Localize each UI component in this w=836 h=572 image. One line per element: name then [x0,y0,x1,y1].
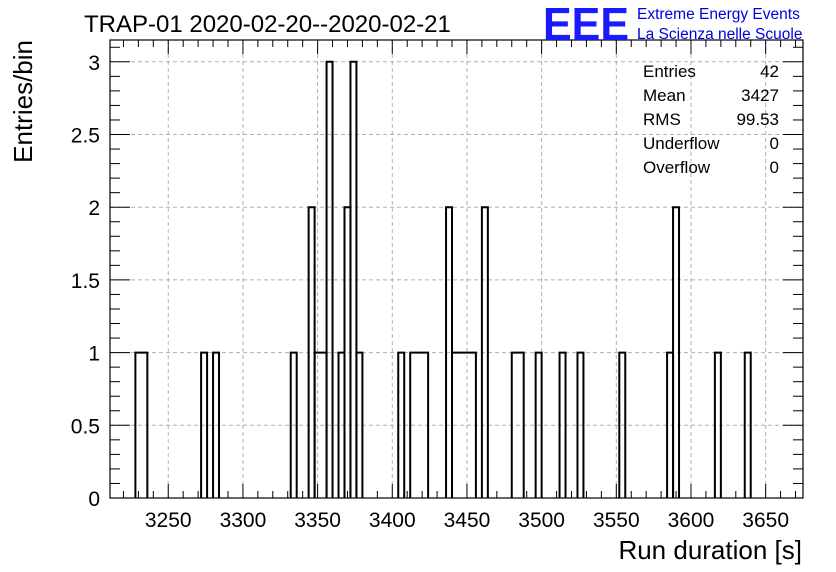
stats-label: Underflow [643,134,720,153]
stats-box: Entries 42 Mean 3427 RMS 99.53 Underflow 0 Overf… [643,62,779,177]
x-axis-title: Run duration [s] [618,535,802,565]
histogram-bin [289,351,298,498]
histogram-bin [409,351,430,498]
histogram-bin [134,351,149,498]
stats-value: 3427 [741,86,779,105]
histogram-bin [397,351,406,498]
x-tick-label: 3250 [145,509,192,532]
histogram-bin [534,351,543,498]
histogram-bin [510,351,525,498]
stats-label: Entries [643,62,696,81]
stats-label: RMS [643,110,681,129]
x-tick-labels: 3250 3300 3350 3400 3450 3500 3550 3600 3650 [145,509,789,532]
x-tick-label: 3450 [444,509,491,532]
stats-value: 42 [760,62,779,81]
stats-value: 99.53 [736,110,779,129]
stats-label: Mean [643,86,686,105]
x-tick-label: 3350 [294,509,341,532]
stats-value: 0 [770,158,779,177]
histogram-bin [355,351,364,498]
y-tick-label: 1 [88,343,100,366]
plot-frame [109,39,804,499]
histogram-bin [451,351,477,498]
axis-ticks [110,40,803,499]
y-tick-label: 0 [88,488,100,511]
histogram-bin [743,351,752,498]
logo-line-2: La Scienza nelle Scuole [637,26,802,43]
x-tick-label: 3400 [369,509,416,532]
x-tick-label: 3650 [742,509,789,532]
histogram-bin [349,60,358,498]
stats-value: 0 [770,134,779,153]
y-tick-label: 2 [88,197,100,220]
histogram-bin [672,206,681,498]
histogram-bin [713,351,722,498]
logo-line-1: Extreme Energy Events [637,6,800,23]
y-tick-label: 0.5 [71,415,100,438]
histogram-bin [212,351,221,498]
y-tick-label: 1.5 [71,270,100,293]
y-tick-labels: 0 0.5 1 1.5 2 2.5 3 [71,52,100,511]
y-tick-label: 3 [88,52,100,75]
eee-logo: EEE Extreme Energy Events La Scienza nel… [543,0,802,50]
x-tick-label: 3600 [668,509,715,532]
histogram-bin [558,351,567,498]
histogram-bin [576,351,585,498]
x-tick-label: 3300 [220,509,267,532]
y-axis-title: Entries/bin [8,40,38,163]
x-tick-label: 3500 [518,509,565,532]
x-tick-label: 3550 [593,509,640,532]
histogram-bin [618,351,627,498]
y-tick-label: 2.5 [71,125,100,148]
stats-label: Overflow [643,158,711,177]
histogram-series [134,60,752,498]
histogram-bin [200,351,209,498]
eee-logo-mark: EEE [543,0,629,50]
histogram-bin [480,206,489,498]
histogram-bin [325,60,334,498]
chart-title: TRAP-01 2020-02-20--2020-02-21 [84,11,451,38]
